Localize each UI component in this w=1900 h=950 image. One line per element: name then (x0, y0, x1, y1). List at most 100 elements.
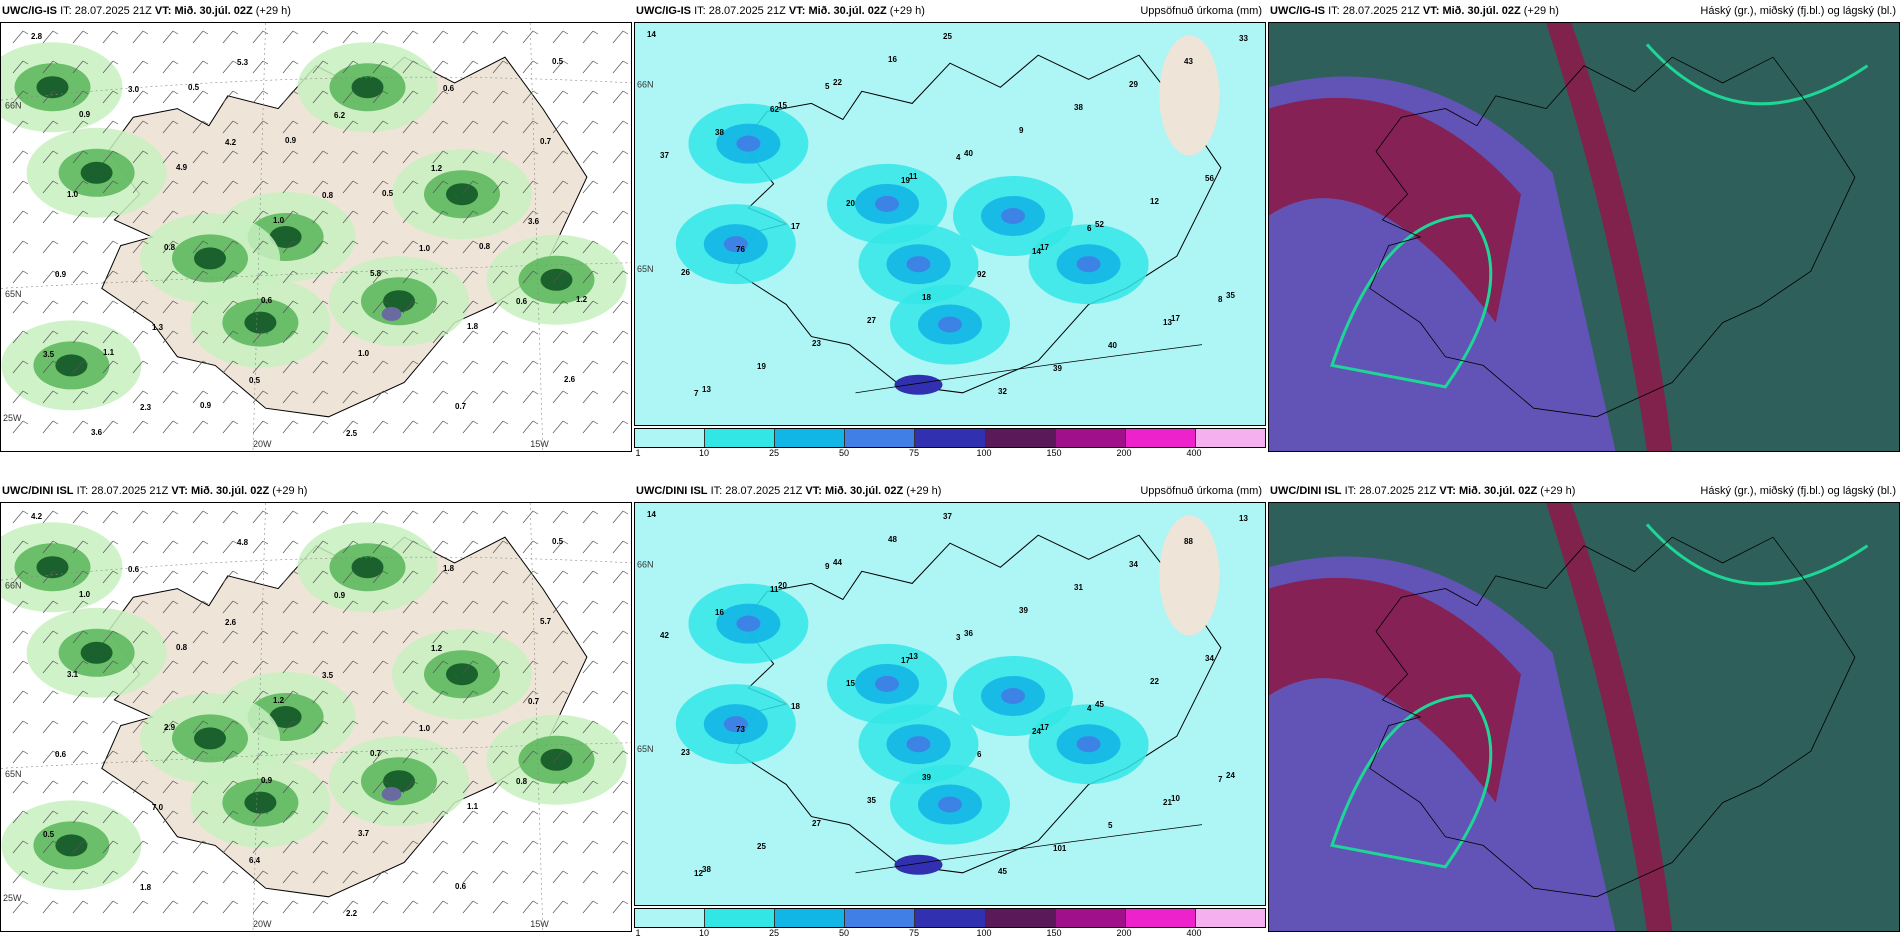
wind-barb (282, 690, 299, 704)
accum-precip-label: 14 (647, 510, 656, 519)
wind-barb (312, 900, 329, 914)
grid-label: 65N (637, 264, 654, 274)
map-precip-rate[interactable]: 66N 65N 20W 15W 25W 4.2 0.6 2.6 3.5 1.0 0.8 0.5 1.8 4… (0, 502, 632, 932)
wind-barb (222, 540, 239, 554)
map-accum-precip[interactable]: 66N 65N 14 20 13 17 10 38 44 36 45 24 25 48 39 22 23 27 37… (634, 502, 1266, 906)
wind-barb (162, 840, 179, 854)
wind-barb (312, 600, 329, 614)
wind-barb (492, 90, 509, 104)
wind-barb (552, 690, 569, 704)
wind-barb (432, 780, 449, 794)
wind-barb (252, 300, 269, 314)
wind-barb (432, 720, 449, 734)
wind-barb (492, 240, 509, 254)
map-svg: 66N65N1415111717132240523519169122623253… (635, 23, 1265, 425)
wind-barb (612, 840, 629, 854)
wind-barb (42, 630, 59, 644)
wind-barb (552, 840, 569, 854)
wind-barb (222, 570, 239, 584)
wind-barb (252, 390, 269, 404)
map-clouds[interactable] (1268, 22, 1900, 452)
wind-barb (462, 870, 479, 884)
wind-barb (312, 330, 329, 344)
grid-label: 66N (5, 101, 22, 111)
wind-barb (522, 330, 539, 344)
grid-label: 20W (253, 439, 272, 449)
precip-rate-label: 1.2 (273, 696, 285, 705)
wind-barb (612, 570, 629, 584)
wind-barb (192, 780, 209, 794)
valid-time: Mið. 30.júl. 02Z (190, 485, 270, 497)
precip-area-75 (894, 854, 943, 875)
wind-barb (72, 720, 89, 734)
panel-header: UWC/DINI ISL IT: 28.07.2025 21Z VT: Mið.… (1268, 480, 1900, 502)
wind-barb (552, 420, 569, 434)
precip-area-max (381, 307, 402, 322)
wind-barb (72, 60, 89, 74)
wind-barb (522, 360, 539, 374)
wind-barb (492, 180, 509, 194)
wind-barb (582, 690, 599, 704)
wind-barb (12, 150, 29, 164)
grid-label: 65N (637, 744, 654, 754)
precip-rate-label: 1.0 (419, 244, 431, 253)
precip-area-heavy (55, 834, 88, 857)
precip-rate-label: 0.8 (164, 243, 176, 252)
wind-barb (132, 780, 149, 794)
wind-barb (432, 30, 449, 44)
wind-barb (12, 240, 29, 254)
wind-barb (72, 540, 89, 554)
wind-barb (372, 600, 389, 614)
wind-barb (162, 420, 179, 434)
wind-barb (402, 240, 419, 254)
wind-barb (192, 900, 209, 914)
wind-barb (312, 510, 329, 524)
accum-precip-label: 19 (901, 176, 910, 185)
wind-barb (72, 120, 89, 134)
wind-barb (402, 600, 419, 614)
precip-rate-label: 1.2 (576, 295, 588, 304)
wind-barb (12, 510, 29, 524)
wind-barb (582, 90, 599, 104)
wind-barb (192, 870, 209, 884)
wind-barb (492, 810, 509, 824)
map-clouds[interactable] (1268, 502, 1900, 932)
precip-rate-label: 0.5 (382, 189, 394, 198)
wind-barb (372, 180, 389, 194)
wind-barb (282, 630, 299, 644)
wind-barb (282, 810, 299, 824)
precip-rate-label: 1.0 (273, 216, 285, 225)
wind-barb (132, 900, 149, 914)
wind-barb (372, 330, 389, 344)
wind-barb (582, 60, 599, 74)
wind-barb (372, 540, 389, 554)
wind-barb (12, 360, 29, 374)
accum-precip-label: 17 (901, 656, 910, 665)
wind-barb (252, 840, 269, 854)
wind-barb (72, 180, 89, 194)
wind-barb (192, 720, 209, 734)
wind-barb (492, 390, 509, 404)
lead-time: (+29 h) (906, 485, 942, 497)
precip-area-50 (875, 195, 899, 212)
map-precip-rate[interactable]: 66N 65N 20W 15W 25W 2.8 3.0 4.2 0.8 1.0 0.6 3.5 2.3 5… (0, 22, 632, 452)
accum-precip-label: 17 (1171, 314, 1180, 323)
wind-barb (162, 810, 179, 824)
wind-barb (402, 780, 419, 794)
wind-barb (552, 390, 569, 404)
wind-barb (282, 840, 299, 854)
wind-barb (402, 420, 419, 434)
wind-barb (372, 60, 389, 74)
wind-barb (102, 810, 119, 824)
wind-barb (72, 360, 89, 374)
wind-barb (612, 30, 629, 44)
lat-lon-grid (1, 23, 631, 451)
accum-precip-label: 16 (715, 608, 724, 617)
wind-barb (612, 900, 629, 914)
wind-barb (222, 840, 239, 854)
model-name: UWC/DINI ISL (636, 485, 708, 497)
wind-barb (162, 180, 179, 194)
wind-barb (102, 840, 119, 854)
map-accum-precip[interactable]: 66N 65N 14 15 11 17 17 13 22 40 52 35 19 16 9 12 26 23 25 3… (634, 22, 1266, 426)
precip-rate-label: 5.3 (237, 58, 249, 67)
